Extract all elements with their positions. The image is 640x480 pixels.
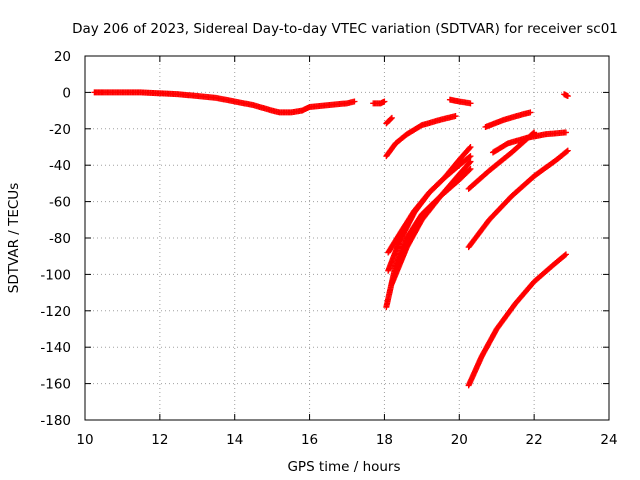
x-tick-label: 18 [376,432,393,448]
data-point [562,251,569,258]
y-tick-label: 20 [54,49,71,65]
grid-lines [85,56,609,420]
data-point [564,147,571,154]
series-arc-1 [91,89,358,116]
data-point [467,153,474,160]
series-arc-11 [465,147,571,251]
x-tick-label: 22 [526,432,543,448]
y-tick-label: -140 [40,340,71,356]
series-arc-4 [383,113,459,160]
series-arc-10 [465,129,538,192]
x-tick-labels: 10 12 14 16 18 20 22 24 [76,432,617,448]
x-tick-label: 16 [301,432,318,448]
chart-title: Day 206 of 2023, Sidereal Day-to-day VTE… [72,21,618,37]
data-point [467,100,474,107]
y-tick-label: -100 [40,267,71,283]
data-point [562,129,569,136]
series-arc-2 [370,98,388,107]
axis-ticks [84,55,610,421]
series-arc-9 [446,96,474,107]
data-point [452,113,459,120]
x-tick-label: 12 [151,432,168,448]
data-point [466,159,473,166]
data-point [388,115,395,122]
series-arc-15 [561,91,571,100]
data-points [91,89,571,389]
x-tick-label: 24 [600,432,617,448]
data-point [351,98,358,105]
y-tick-labels: 20 0 -20 -40 -60 -80 -100 -120 -140 -160 -180 [40,49,71,429]
series-arc-3 [383,114,395,127]
x-axis-label: GPS time / hours [287,459,400,475]
y-tick-label: -20 [49,122,71,138]
y-axis-label: SDTVAR / TECUs [6,183,22,293]
series-arc-8 [385,144,474,274]
y-tick-label: -60 [49,195,71,211]
data-point [466,153,473,160]
data-point [466,144,473,151]
x-tick-label: 14 [226,432,243,448]
y-tick-label: -160 [40,377,71,393]
data-point [467,165,474,172]
data-point [564,93,571,100]
series-arc-14 [489,129,569,156]
y-tick-label: -40 [49,158,71,174]
data-point [467,158,474,165]
data-point [527,109,534,116]
x-tick-label: 10 [76,432,93,448]
data-point [562,252,569,259]
x-tick-label: 20 [451,432,468,448]
y-tick-label: -80 [49,231,71,247]
data-point [466,166,473,173]
data-point [563,148,570,155]
series-arc-12 [465,251,569,389]
series-arc-7 [388,158,474,287]
series-arc-13 [482,109,534,130]
data-point [381,98,388,105]
data-point [467,144,474,150]
y-tick-label: 0 [62,85,71,101]
y-tick-label: -180 [40,413,71,429]
y-tick-label: -120 [40,304,71,320]
data-point [388,114,395,121]
